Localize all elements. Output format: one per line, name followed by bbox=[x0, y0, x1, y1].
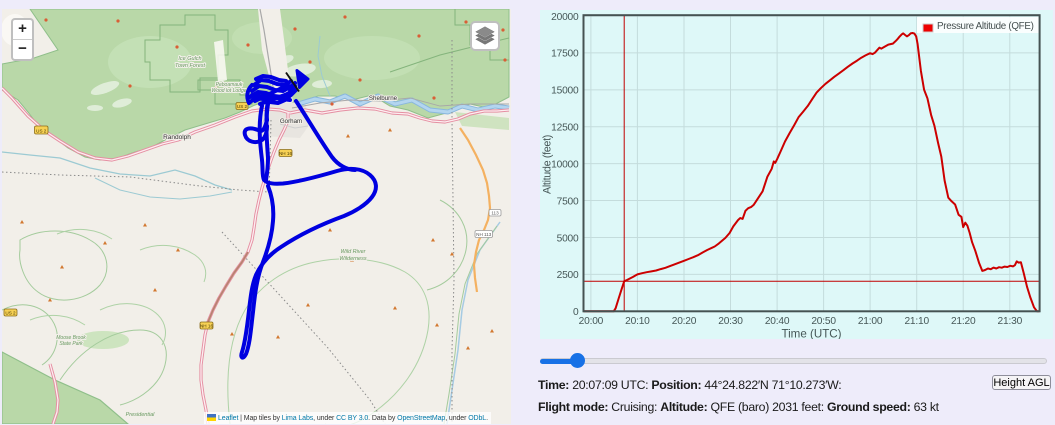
svg-text:12500: 12500 bbox=[551, 123, 579, 134]
svg-text:State Park: State Park bbox=[59, 341, 83, 347]
svg-text:21:10: 21:10 bbox=[904, 316, 929, 327]
svg-text:NH 113: NH 113 bbox=[476, 232, 492, 237]
svg-text:Wood lot Lodge: Wood lot Lodge bbox=[211, 88, 246, 94]
svg-text:20:20: 20:20 bbox=[672, 316, 697, 327]
svg-text:20:50: 20:50 bbox=[811, 316, 836, 327]
svg-text:113: 113 bbox=[491, 211, 499, 216]
svg-text:Moose Brook: Moose Brook bbox=[56, 335, 86, 341]
svg-text:Shelburne: Shelburne bbox=[369, 95, 398, 102]
svg-text:21:20: 21:20 bbox=[951, 316, 976, 327]
svg-text:Time (UTC): Time (UTC) bbox=[781, 328, 841, 340]
svg-text:Peboamauk: Peboamauk bbox=[216, 82, 243, 88]
svg-text:Gorham: Gorham bbox=[280, 118, 302, 125]
svg-text:Presidential: Presidential bbox=[126, 412, 156, 418]
svg-text:10000: 10000 bbox=[551, 160, 579, 171]
svg-text:US 2: US 2 bbox=[36, 129, 47, 134]
svg-text:Town Forest: Town Forest bbox=[175, 63, 206, 69]
svg-text:US 2: US 2 bbox=[5, 311, 16, 316]
svg-text:NH 16: NH 16 bbox=[200, 324, 213, 329]
svg-text:20000: 20000 bbox=[551, 12, 579, 23]
svg-text:Ice Gulch: Ice Gulch bbox=[178, 56, 201, 62]
svg-text:17500: 17500 bbox=[551, 49, 579, 60]
svg-text:20:10: 20:10 bbox=[625, 316, 650, 327]
svg-text:US 2: US 2 bbox=[237, 104, 248, 109]
svg-text:Randolph: Randolph bbox=[163, 134, 191, 141]
svg-text:Altitude (feet): Altitude (feet) bbox=[542, 135, 554, 194]
svg-text:5000: 5000 bbox=[557, 233, 579, 244]
svg-text:2500: 2500 bbox=[557, 270, 579, 281]
svg-text:21:00: 21:00 bbox=[858, 316, 883, 327]
svg-text:Wilderness: Wilderness bbox=[339, 256, 366, 262]
svg-text:15000: 15000 bbox=[551, 86, 579, 97]
svg-text:Pressure Altitude (QFE): Pressure Altitude (QFE) bbox=[937, 21, 1034, 32]
svg-text:20:00: 20:00 bbox=[579, 316, 604, 327]
svg-text:0: 0 bbox=[573, 307, 579, 318]
svg-text:20:40: 20:40 bbox=[765, 316, 790, 327]
svg-text:21:30: 21:30 bbox=[998, 316, 1023, 327]
svg-text:NH 16: NH 16 bbox=[279, 151, 292, 156]
svg-text:7500: 7500 bbox=[557, 196, 579, 207]
svg-text:20:30: 20:30 bbox=[718, 316, 743, 327]
svg-text:Wild River: Wild River bbox=[340, 249, 366, 255]
